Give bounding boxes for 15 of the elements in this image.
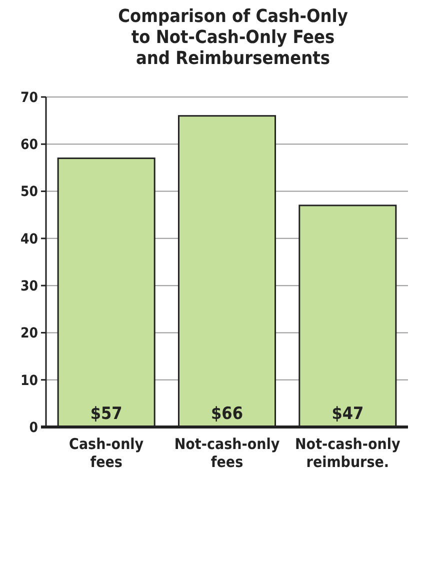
y-tick-label: 10	[20, 372, 38, 389]
y-tick-label: 50	[20, 184, 38, 200]
y-tick-label: 40	[20, 231, 38, 248]
x-tick-label: Not-cash-only reimburse.	[295, 435, 400, 471]
y-tick-label: 0	[29, 420, 38, 436]
y-tick-label: 30	[20, 278, 38, 294]
y-tick-label: 70	[20, 90, 38, 106]
data-label: $66	[211, 404, 243, 424]
y-tick-label: 60	[20, 137, 38, 154]
x-tick-label: Not-cash-only fees	[174, 435, 280, 471]
x-tick-label: Cash-only fees	[69, 435, 144, 471]
data-label: $57	[90, 404, 122, 424]
chart-title: Comparison of Cash-Only to Not-Cash-Only Fees and Reimbursements	[118, 6, 348, 69]
y-tick-label: 20	[20, 326, 38, 342]
data-label: $47	[332, 404, 364, 424]
